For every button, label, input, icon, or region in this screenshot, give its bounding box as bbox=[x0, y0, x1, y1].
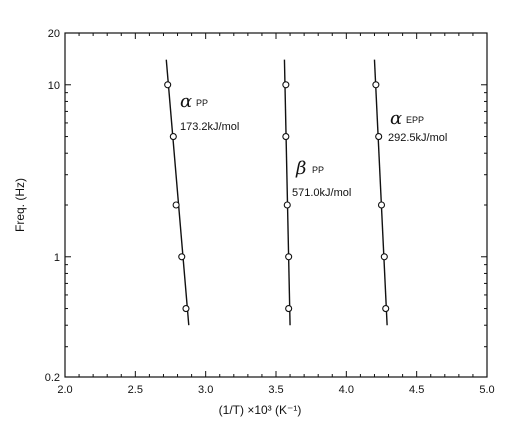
annotation-subscript: PP bbox=[312, 165, 324, 175]
data-point bbox=[380, 253, 388, 261]
annotation-subscript: EPP bbox=[406, 115, 424, 125]
fit-line-0 bbox=[165, 59, 190, 326]
data-point bbox=[382, 305, 390, 313]
data-point bbox=[282, 133, 290, 141]
x-axis-ticks: 2.0 2.5 3.0 3.5 4.0 4.5 5.0 bbox=[57, 33, 495, 396]
x-tick-label: 2.0 bbox=[57, 384, 72, 396]
annotation-subscript: PP bbox=[196, 98, 208, 108]
x-tick-label: 4.5 bbox=[409, 384, 424, 396]
data-point bbox=[285, 253, 293, 261]
annotation-0: α PP 173.2kJ/mol bbox=[180, 91, 239, 133]
data-point bbox=[172, 201, 180, 209]
data-point bbox=[164, 81, 172, 89]
x-tick-label: 5.0 bbox=[479, 384, 494, 396]
plot-frame bbox=[64, 32, 488, 378]
fit-line-1 bbox=[283, 59, 291, 326]
fit-lines bbox=[165, 59, 388, 326]
annotation-2: α EPP 292.5kJ/mol bbox=[388, 108, 447, 144]
y-axis-ticks: 0.2 1 10 20 bbox=[45, 28, 487, 384]
data-point bbox=[282, 81, 290, 89]
annotation-symbol: α bbox=[180, 91, 192, 112]
annotation-1: β PP 571.0kJ/mol bbox=[292, 158, 351, 199]
data-point bbox=[169, 133, 177, 141]
x-axis-title: (1/T) ×10³ (K⁻¹) bbox=[219, 403, 302, 417]
y-tick-label: 10 bbox=[48, 80, 60, 92]
x-tick-label: 3.5 bbox=[268, 384, 283, 396]
y-tick-label: 1 bbox=[54, 252, 60, 264]
annotation-symbol: β bbox=[295, 158, 306, 179]
y-tick-label: 20 bbox=[48, 28, 60, 40]
data-point bbox=[375, 133, 383, 141]
activation-energy: 292.5kJ/mol bbox=[388, 132, 447, 144]
x-tick-label: 2.5 bbox=[128, 384, 143, 396]
data-points bbox=[164, 81, 390, 313]
data-point bbox=[377, 201, 386, 209]
activation-energy: 571.0kJ/mol bbox=[292, 187, 351, 199]
x-tick-label: 4.0 bbox=[339, 384, 354, 396]
annotation-symbol: α bbox=[390, 108, 402, 129]
plot-border bbox=[64, 32, 488, 378]
data-point bbox=[178, 253, 186, 261]
activation-energy: 173.2kJ/mol bbox=[180, 121, 239, 133]
data-point bbox=[372, 81, 380, 89]
data-point bbox=[283, 201, 291, 209]
data-point bbox=[182, 305, 190, 313]
y-axis-title: Freq. (Hz) bbox=[13, 178, 27, 232]
y-tick-label: 0.2 bbox=[45, 372, 60, 384]
x-tick-label: 3.0 bbox=[198, 384, 213, 396]
fit-line-2 bbox=[373, 59, 388, 326]
data-point bbox=[285, 305, 293, 313]
activation-energy-labels: α PP 173.2kJ/mol β PP 571.0kJ/mol α EPP 292.5kJ/… bbox=[180, 91, 447, 199]
